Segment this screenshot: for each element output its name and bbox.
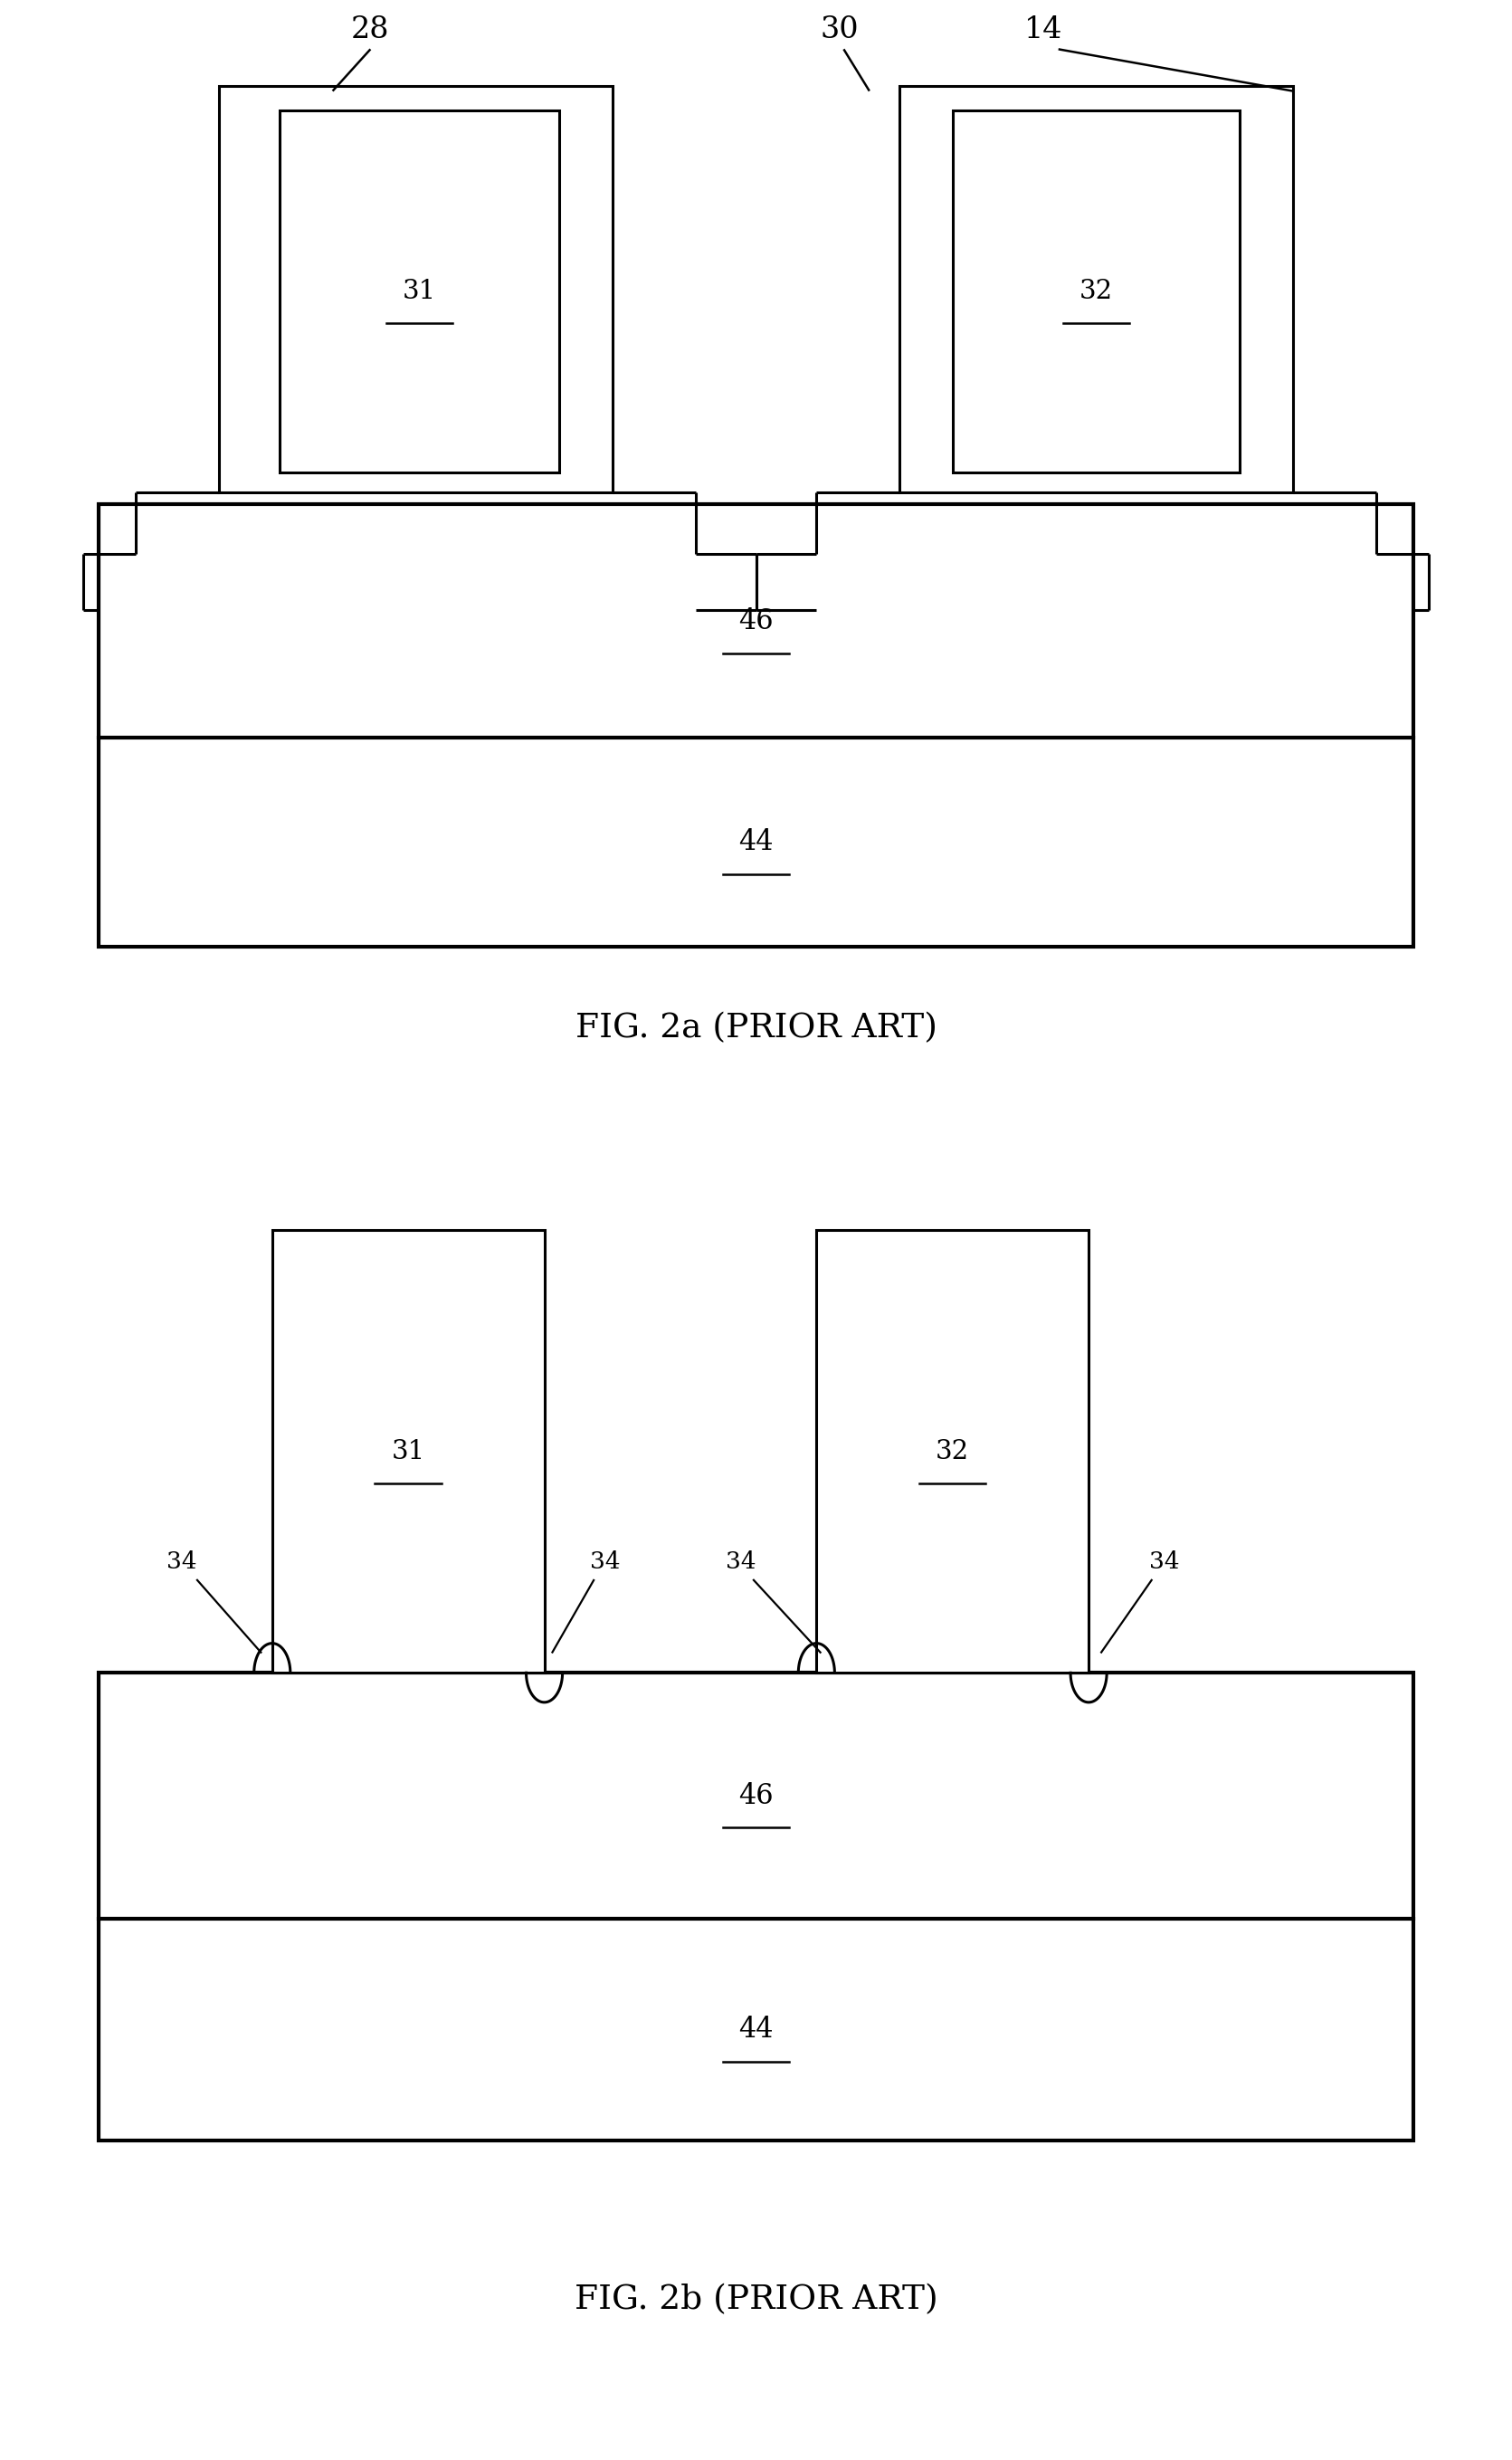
Text: 34: 34 (166, 1550, 197, 1574)
Text: 28: 28 (351, 15, 390, 44)
Bar (98, 1673, 1414, 1919)
Text: FIG. 2a (PRIOR ART): FIG. 2a (PRIOR ART) (575, 1011, 937, 1046)
Text: FIG. 2b (PRIOR ART): FIG. 2b (PRIOR ART) (575, 2283, 937, 2317)
Text: 46: 46 (738, 608, 774, 635)
Text: 44: 44 (738, 2015, 774, 2044)
Text: 34: 34 (726, 1550, 756, 1574)
Text: 34: 34 (1149, 1550, 1179, 1574)
Text: 14: 14 (1024, 15, 1063, 44)
Text: 31: 31 (402, 278, 437, 305)
Text: 44: 44 (738, 829, 774, 856)
Text: 30: 30 (820, 15, 859, 44)
Bar (900, 86, 1293, 492)
Text: 32: 32 (936, 1439, 969, 1464)
Bar (816, 1230, 1089, 1673)
Bar (98, 504, 1414, 738)
Bar (953, 111, 1240, 472)
Bar (219, 86, 612, 492)
Bar (272, 1230, 544, 1673)
Bar (280, 111, 559, 472)
Text: 32: 32 (1080, 278, 1113, 305)
Bar (98, 738, 1414, 947)
Text: 46: 46 (738, 1781, 774, 1811)
Text: 34: 34 (590, 1550, 620, 1574)
Text: 31: 31 (392, 1439, 425, 1464)
Bar (98, 1919, 1414, 2140)
